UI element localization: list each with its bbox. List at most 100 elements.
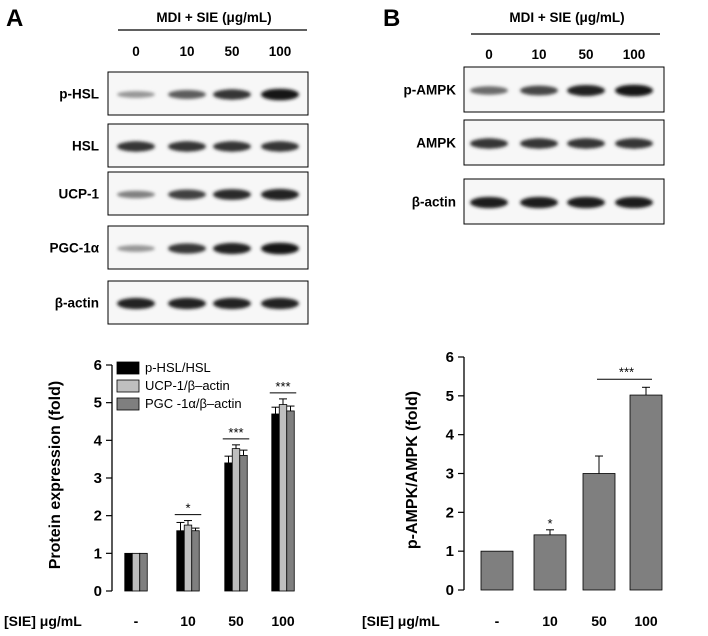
- bar: [286, 410, 295, 592]
- chart-a-xlabel: [SIE] μg/mL: [4, 613, 82, 629]
- blot-band: [117, 141, 155, 152]
- chart-b: p-AMPK/AMPK (fold) [SIE] μg/mL 0 1 2 3 4 5 6 - 1…: [362, 349, 663, 629]
- bar: [183, 524, 193, 592]
- y-tick-label: 1: [94, 545, 102, 562]
- blot-band: [168, 141, 206, 152]
- bar: [533, 534, 567, 591]
- panel-a-header: A MDI + SIE (μg/mL) 0 10 50 100: [6, 5, 307, 59]
- blot-label: AMPK: [416, 136, 456, 151]
- chart-b-xlabel: [SIE] μg/mL: [362, 613, 440, 629]
- blot-band: [213, 297, 251, 310]
- blot-row: β-actin: [412, 178, 665, 225]
- blot-band: [117, 245, 155, 252]
- y-tick-label: 4: [446, 427, 455, 444]
- blot-band: [567, 84, 605, 97]
- bar: [629, 394, 663, 591]
- blot-label: PGC-1α: [49, 241, 99, 256]
- y-tick-label: 6: [94, 357, 102, 374]
- blot-band: [117, 91, 155, 98]
- bar: [176, 530, 185, 592]
- blot-row: p-AMPK: [404, 66, 665, 113]
- y-tick-label: 1: [446, 543, 454, 560]
- blot-band: [261, 188, 299, 201]
- dose-label: 10: [179, 44, 194, 59]
- dose-label: 50: [578, 47, 593, 62]
- blot-band: [470, 86, 508, 95]
- x-tick-label: 10: [542, 613, 558, 629]
- y-tick-label: 0: [446, 582, 454, 599]
- significance-marker: *: [547, 516, 552, 531]
- x-tick-label: -: [134, 613, 139, 629]
- bar: [480, 550, 514, 591]
- y-tick-label: 0: [94, 583, 102, 600]
- blot-band: [520, 138, 558, 149]
- blot-label: p-HSL: [59, 87, 99, 102]
- legend-swatch: [116, 397, 140, 411]
- x-tick-label: 100: [634, 613, 658, 629]
- blot-band: [567, 138, 605, 149]
- legend-label: p-HSL/HSL: [145, 360, 211, 375]
- x-tick-label: 50: [591, 613, 607, 629]
- blot-band: [168, 297, 206, 310]
- y-tick-label: 3: [446, 466, 454, 483]
- blot-row: HSL: [72, 123, 309, 168]
- significance-marker: ***: [275, 379, 290, 394]
- blot-band: [261, 88, 299, 101]
- blot-band: [168, 243, 206, 254]
- bar: [239, 454, 248, 592]
- y-tick-label: 6: [446, 349, 454, 366]
- y-tick-label: 2: [94, 508, 102, 525]
- dose-label: 10: [531, 47, 546, 62]
- dose-label: 0: [485, 47, 493, 62]
- legend-swatch: [116, 379, 140, 393]
- blot-band: [567, 196, 605, 209]
- blot-band: [213, 242, 251, 255]
- bar: [124, 552, 133, 592]
- blot-row: p-HSL: [59, 71, 309, 116]
- x-tick-label: -: [495, 613, 500, 629]
- panel-b-treatment-label: MDI + SIE (μg/mL): [509, 10, 624, 25]
- blot-label: p-AMPK: [404, 83, 457, 98]
- blot-label: β-actin: [55, 296, 99, 311]
- chart-a: Protein expression (fold) [SIE] μg/mL 0 1…: [4, 357, 297, 629]
- panel-a-treatment-label: MDI + SIE (μg/mL): [156, 10, 271, 25]
- bar: [231, 448, 241, 592]
- blot-band: [261, 242, 299, 255]
- y-tick-label: 3: [94, 470, 102, 487]
- blot-band: [213, 141, 251, 152]
- y-tick-label: 4: [94, 432, 103, 449]
- y-tick-label: 5: [446, 388, 454, 405]
- panel-a-letter: A: [6, 5, 23, 32]
- panel-a-dose-labels: 0 10 50 100: [132, 44, 291, 59]
- blot-label: β-actin: [412, 195, 456, 210]
- dose-label: 100: [269, 44, 292, 59]
- blot-row: PGC-1α: [49, 225, 309, 270]
- bar: [139, 552, 148, 592]
- blot-band: [520, 196, 558, 209]
- blot-band: [117, 190, 155, 199]
- bar: [191, 530, 200, 592]
- blot-band: [470, 196, 508, 209]
- blot-band: [213, 89, 251, 100]
- significance-marker: *: [185, 501, 190, 516]
- blot-band: [168, 90, 206, 99]
- blot-band: [470, 138, 508, 149]
- chart-b-ylabel: p-AMPK/AMPK (fold): [404, 391, 421, 549]
- blot-band: [213, 189, 251, 200]
- blot-row: β-actin: [55, 280, 309, 325]
- dose-label: 50: [224, 44, 239, 59]
- blot-band: [261, 141, 299, 152]
- x-tick-label: 100: [271, 613, 295, 629]
- blot-band: [615, 84, 653, 97]
- dose-label: 0: [132, 44, 140, 59]
- x-tick-label: 50: [228, 613, 244, 629]
- bar: [224, 462, 233, 592]
- panel-b-blots: p-AMPK AMPK β-actin: [404, 66, 665, 225]
- blot-label: HSL: [72, 139, 99, 154]
- blot-band: [168, 189, 206, 200]
- blot-row: UCP-1: [58, 171, 309, 216]
- blot-band: [520, 85, 558, 96]
- y-tick-label: 5: [94, 395, 102, 412]
- x-tick-label: 10: [180, 613, 196, 629]
